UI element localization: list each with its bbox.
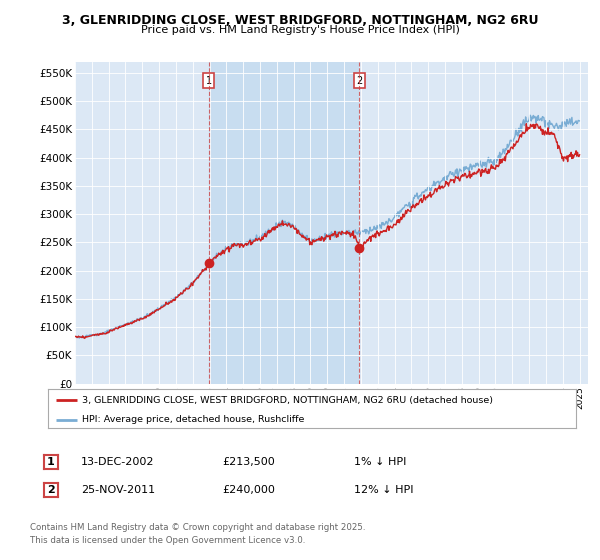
- Text: 1: 1: [206, 76, 212, 86]
- Text: Contains HM Land Registry data © Crown copyright and database right 2025.: Contains HM Land Registry data © Crown c…: [30, 523, 365, 532]
- Text: 2: 2: [47, 485, 55, 495]
- Text: 12% ↓ HPI: 12% ↓ HPI: [354, 485, 413, 495]
- Text: This data is licensed under the Open Government Licence v3.0.: This data is licensed under the Open Gov…: [30, 536, 305, 545]
- Text: Price paid vs. HM Land Registry's House Price Index (HPI): Price paid vs. HM Land Registry's House …: [140, 25, 460, 35]
- Text: HPI: Average price, detached house, Rushcliffe: HPI: Average price, detached house, Rush…: [82, 416, 305, 424]
- Text: 25-NOV-2011: 25-NOV-2011: [81, 485, 155, 495]
- Text: 1: 1: [47, 457, 55, 467]
- Text: 3, GLENRIDDING CLOSE, WEST BRIDGFORD, NOTTINGHAM, NG2 6RU: 3, GLENRIDDING CLOSE, WEST BRIDGFORD, NO…: [62, 14, 538, 27]
- Text: 2: 2: [356, 76, 362, 86]
- Bar: [209, 62, 359, 384]
- Text: £240,000: £240,000: [222, 485, 275, 495]
- Text: 1% ↓ HPI: 1% ↓ HPI: [354, 457, 406, 467]
- Text: 13-DEC-2002: 13-DEC-2002: [81, 457, 155, 467]
- Text: 3, GLENRIDDING CLOSE, WEST BRIDGFORD, NOTTINGHAM, NG2 6RU (detached house): 3, GLENRIDDING CLOSE, WEST BRIDGFORD, NO…: [82, 396, 493, 405]
- Text: £213,500: £213,500: [222, 457, 275, 467]
